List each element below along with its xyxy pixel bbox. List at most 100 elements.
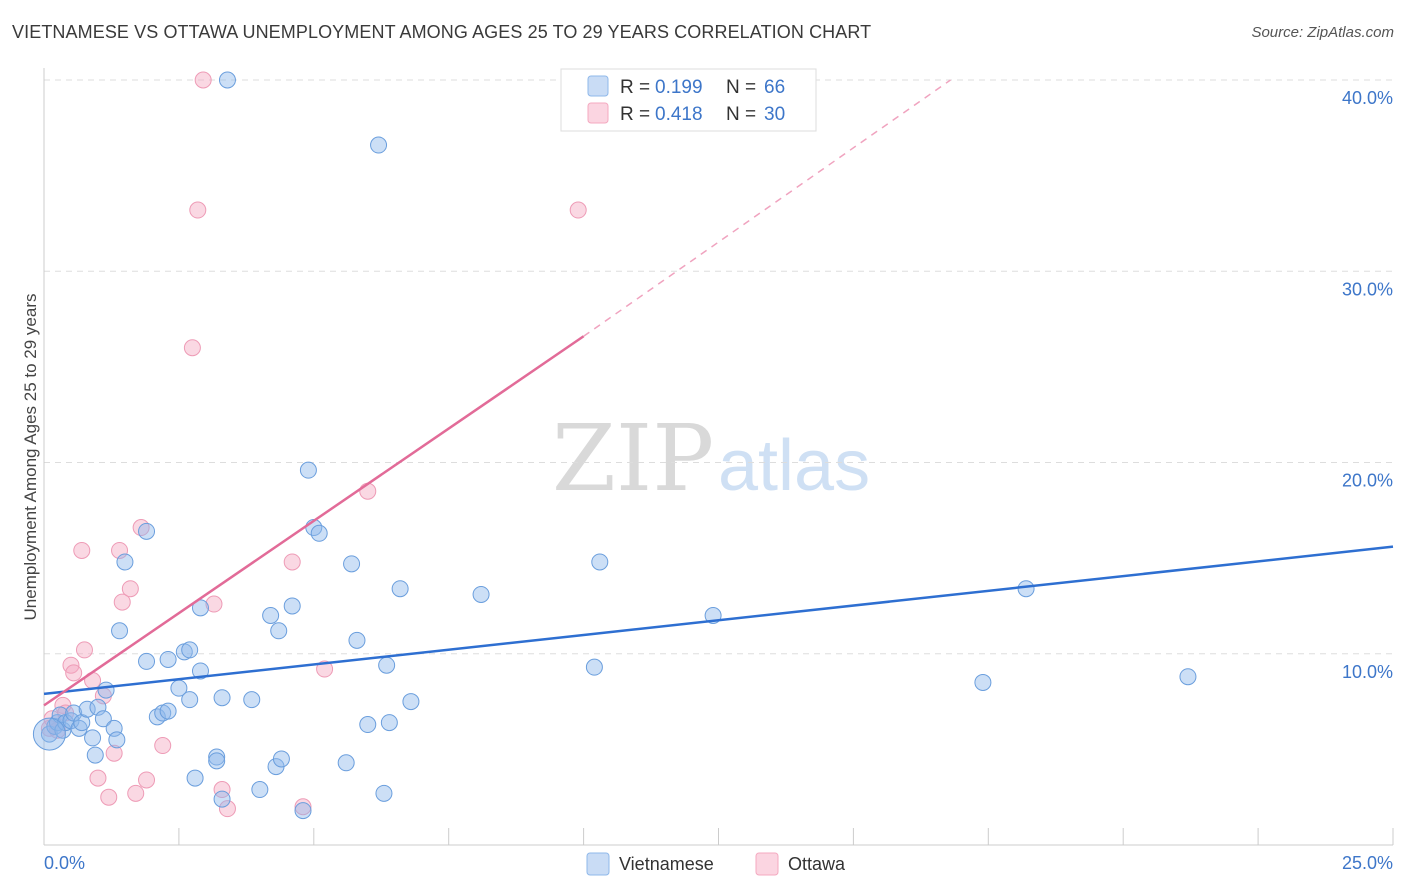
legend-n-label-ottawa: N = [726,104,756,125]
ottawa-point-8 [75,641,93,659]
vietnamese-point-36 [213,790,231,808]
vietnamese-point-33 [208,748,226,766]
ottawa-point-22 [189,201,207,219]
vietnamese-point-19 [116,553,134,571]
vietnamese-point-10 [78,700,96,718]
vietnamese-point-62 [974,673,992,691]
vietnamese-trend-line [43,545,1394,696]
ottawa-point-20 [154,737,172,755]
vietnamese-point-37 [218,71,236,89]
ottawa-point-12 [100,788,118,806]
y-tick-label-30: 30.0% [1342,279,1393,299]
legend-r-label-ottawa: R = [620,104,650,125]
vietnamese-point-49 [337,754,355,772]
vietnamese-point-18 [111,622,129,640]
ottawa-point-24 [205,595,223,613]
bottom-legend: Vietnamese Ottawa [586,852,846,876]
x-tick-label-min: 0.0% [44,853,85,873]
vietnamese-point-48 [310,524,328,542]
ottawa-point-17 [127,784,145,802]
vietnamese-point-42 [270,622,288,640]
vietnamese-point-57 [402,693,420,711]
vietnamese-point-50 [343,555,361,573]
vietnamese-point-28 [181,691,199,709]
vietnamese-point-65 [380,714,398,732]
legend-swatch-ottawa [587,102,609,124]
ottawa-point-6 [65,664,83,682]
ottawa-point-29 [316,660,334,678]
ottawa-point-28 [294,798,312,816]
vietnamese-point-60 [591,553,609,571]
legend-r-value-vietnamese: 0.199 [655,77,703,98]
watermark-atlas: atlas [718,426,870,506]
vietnamese-point-44 [283,597,301,615]
ottawa-trend-line-extension [583,79,951,337]
vietnamese-point-52 [359,716,377,734]
bottom-legend-label-vietnamese: Vietnamese [619,854,714,874]
ottawa-point-27 [283,553,301,571]
ottawa-point-30 [359,482,377,500]
legend-n-value-ottawa: 30 [764,104,785,125]
vietnamese-point-35 [213,689,231,707]
y-tick-labels: 10.0% 20.0% 30.0% 40.0% [1342,88,1393,682]
vietnamese-point-58 [472,585,490,603]
watermark-zip: ZIP [552,405,714,512]
x-tick-label-max: 25.0% [1342,853,1393,873]
y-tick-label-10: 10.0% [1342,662,1393,682]
legend-n-value-vietnamese: 66 [764,77,785,98]
vietnamese-point-14 [94,710,112,728]
vietnamese-point-63 [1017,580,1035,598]
legend-r-value-ottawa: 0.418 [655,104,703,125]
vietnamese-point-large [32,717,66,751]
ottawa-point-19 [138,771,156,789]
legend-swatch-vietnamese [587,75,609,97]
vietnamese-point-54 [375,784,393,802]
vietnamese-point-21 [138,652,156,670]
y-tick-label-20: 20.0% [1342,471,1393,491]
vietnamese-point-34 [208,752,226,770]
vietnamese-point-59 [585,658,603,676]
ottawa-point-16 [121,580,139,598]
vietnamese-point-51 [348,631,366,649]
bottom-legend-swatch-vietnamese [586,852,610,876]
vietnamese-point-29 [181,641,199,659]
ottawa-points [40,71,587,818]
chart-title: VIETNAMESE VS OTTAWA UNEMPLOYMENT AMONG … [12,22,872,42]
vietnamese-point-45 [294,802,312,820]
vietnamese-points [32,71,1197,820]
ottawa-point-21 [183,339,201,357]
ottawa-point-7 [73,541,91,559]
ottawa-point-15 [113,593,131,611]
vietnamese-point-24 [159,702,177,720]
y-tick-label-40: 40.0% [1342,88,1393,108]
vietnamese-point-11 [84,729,102,747]
vietnamese-point-40 [262,607,280,624]
ottawa-point-31 [569,201,587,219]
vietnamese-point-15 [97,681,115,699]
ottawa-point-10 [89,769,107,787]
vietnamese-point-46 [299,461,317,479]
x-ticks [178,828,1394,845]
ottawa-trend-line [43,335,585,707]
ottawa-point-26 [218,800,236,818]
vietnamese-point-17 [108,731,126,749]
trend-lines [43,79,1394,707]
gridlines [44,79,1393,655]
chart-source: Source: ZipAtlas.com [1251,24,1394,41]
vietnamese-point-30 [186,769,204,787]
vietnamese-point-43 [272,750,290,768]
ottawa-point-23 [194,71,212,89]
ottawa-point-25 [213,781,231,799]
legend-r-label-vietnamese: R = [620,77,650,98]
legend: R = 0.199 N = 66 R = 0.418 N = 30 [560,68,817,132]
vietnamese-point-55 [378,656,396,674]
vietnamese-point-39 [251,781,269,799]
bottom-legend-label-ottawa: Ottawa [788,854,846,874]
watermark: ZIP atlas [552,405,870,512]
vietnamese-point-12 [86,746,104,764]
vietnamese-point-32 [191,662,209,680]
vietnamese-point-20 [138,522,156,540]
legend-n-label-vietnamese: N = [726,77,756,98]
vietnamese-point-25 [159,650,177,668]
